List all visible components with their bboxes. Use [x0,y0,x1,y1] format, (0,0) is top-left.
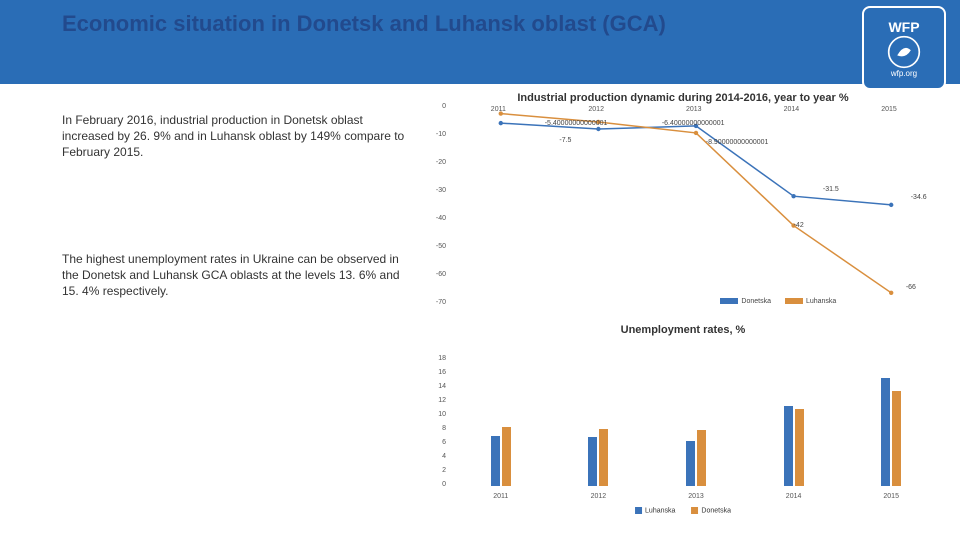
bar-donetska [697,430,706,486]
line-chart-ytick: -40 [420,215,446,222]
line-marker [694,131,698,135]
bar-luhanska [686,441,695,487]
line-chart-ytick: -70 [420,299,446,306]
line-chart-xlabel: 2012 [588,106,604,113]
line-chart-plot: -5.40000000000001 -7.5 -6.40000000000001 -8… [452,108,940,304]
header: Economic situation in Donetsk and Luhans… [0,0,960,84]
line-chart-xlabel: 2013 [686,106,702,113]
logo-text-bottom: wfp.org [891,69,917,78]
line-chart-svg [452,108,940,304]
line-chart-title: Industrial production dynamic during 201… [420,92,946,104]
bar-chart-xlabel: 2011 [493,493,508,500]
wfp-hand-icon [887,35,921,69]
bar-chart-ytick: 8 [420,425,446,432]
bar-chart-ytick: 10 [420,411,446,418]
bar-chart-xlabel: 2013 [688,493,704,500]
line-chart-annotation: -42 [794,222,804,229]
line-chart-ytick: -50 [420,243,446,250]
bar-chart-title: Unemployment rates, % [420,324,946,336]
line-marker [596,127,600,131]
bar-donetska [795,409,804,486]
line-marker [499,121,503,125]
line-chart-ytick: -20 [420,159,446,166]
left-column: In February 2016, industrial production … [0,84,420,540]
bar-chart-ytick: 16 [420,369,446,376]
paragraph-unemployment: The highest unemployment rates in Ukrain… [62,251,410,300]
line-chart-ytick: 0 [420,103,446,110]
line-chart-legend: Donetska Luhanska [720,298,836,305]
line-chart-annotation: -31.5 [823,186,839,193]
bar-chart-ytick: 14 [420,383,446,390]
line-chart-annotation: -6.40000000000001 [662,120,725,127]
line-chart-ytick: -30 [420,187,446,194]
line-chart-xlabel: 2011 [491,106,506,113]
legend-item: Luhanska [785,298,836,305]
bar-luhanska [588,437,597,486]
bar-chart-legend: Luhanska Donetska [635,507,731,514]
line-chart-ytick: -60 [420,271,446,278]
line-chart-annotation: -34.6 [911,194,927,201]
line-chart-annotation: -7.5 [559,137,571,144]
bar-chart: 0 2 4 6 8 10 12 14 16 18 2011 2012 2013 2014 2015 Luhan… [420,342,946,512]
line-chart-xlabel: 2014 [784,106,800,113]
legend-item: Luhanska [635,507,675,514]
line-chart-annotation: -5.40000000000001 [545,120,608,127]
bar-chart-xlabel: 2012 [591,493,607,500]
line-marker [889,203,893,207]
logo-text-top: WFP [888,19,919,35]
bar-chart-plot [452,360,940,486]
bar-luhanska [784,406,793,487]
legend-item: Donetska [691,507,731,514]
bar-donetska [892,391,901,486]
bar-luhanska [491,436,500,486]
bar-chart-ytick: 18 [420,355,446,362]
right-column: Industrial production dynamic during 201… [420,84,960,540]
bar-luhanska [881,378,890,486]
line-chart-xlabel: 2015 [881,106,897,113]
bar-donetska [502,427,511,487]
body: In February 2016, industrial production … [0,84,960,540]
bar-chart-xlabel: 2015 [883,493,899,500]
line-chart: -5.40000000000001 -7.5 -6.40000000000001 -8… [420,108,946,318]
line-marker [889,291,893,295]
bar-chart-ytick: 4 [420,453,446,460]
line-chart-annotation: -8.90000000000001 [706,139,769,146]
bar-chart-xlabel: 2014 [786,493,802,500]
bar-chart-ytick: 6 [420,439,446,446]
bar-chart-ytick: 12 [420,397,446,404]
paragraph-production: In February 2016, industrial production … [62,112,410,161]
wfp-logo: WFP wfp.org [862,6,946,90]
bar-donetska [599,429,608,486]
page-title: Economic situation in Donetsk and Luhans… [62,10,762,38]
line-marker [791,194,795,198]
line-chart-annotation: -66 [906,284,916,291]
legend-item: Donetska [720,298,771,305]
bar-chart-ytick: 0 [420,481,446,488]
line-chart-ytick: -10 [420,131,446,138]
bar-chart-ytick: 2 [420,467,446,474]
